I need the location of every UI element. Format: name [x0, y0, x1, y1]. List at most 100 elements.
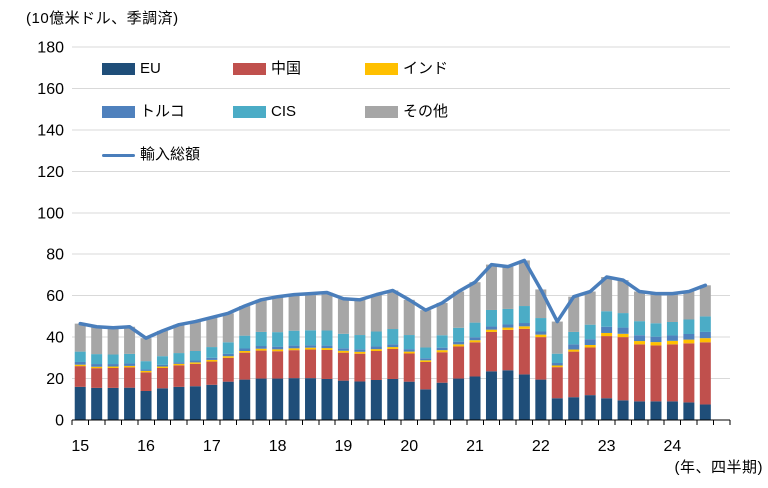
bar-segment-cis	[239, 335, 251, 349]
bar-segment-cis	[420, 347, 432, 359]
legend-label-other: その他	[403, 103, 449, 120]
bar-segment-cis	[666, 321, 678, 336]
bar-segment-china	[699, 342, 711, 405]
y-axis-tick-label: 160	[37, 81, 64, 98]
bar-segment-cis	[634, 321, 646, 336]
total-line-swatch-icon	[102, 153, 135, 157]
bar-segment-other	[584, 291, 596, 325]
bar-segment-india	[140, 370, 152, 373]
bar-segment-other	[436, 302, 448, 336]
bar-segment-china	[584, 347, 596, 396]
bar-segment-eu	[354, 381, 366, 420]
bar-segment-india	[502, 327, 514, 330]
bar-segment-turkey	[485, 326, 497, 330]
bar-segment-cis	[535, 318, 547, 332]
bar-segment-turkey	[124, 363, 136, 366]
bar-segment-other	[387, 290, 399, 330]
x-axis-year-label: 15	[71, 438, 89, 455]
x-axis-year-label: 17	[203, 438, 221, 455]
legend-item-china: 中国	[233, 61, 301, 77]
bar-segment-cis	[124, 353, 136, 364]
bar-segment-cis	[272, 332, 284, 347]
bar-segment-eu	[124, 387, 136, 420]
bar-segment-india	[601, 332, 613, 337]
bar-segment-other	[173, 324, 185, 354]
bar-segment-cis	[469, 322, 481, 338]
bar-segment-india	[321, 348, 333, 350]
bar-segment-china	[502, 329, 514, 371]
bar-segment-eu	[107, 387, 119, 420]
bar-segment-other	[650, 293, 662, 324]
bar-segment-eu	[453, 378, 465, 420]
bar-segment-cis	[337, 333, 349, 349]
bar-segment-cis	[387, 329, 399, 345]
legend-item-other: その他	[365, 104, 448, 120]
bar-segment-turkey	[535, 331, 547, 335]
bar-segment-china	[173, 365, 185, 387]
bar-segment-other	[568, 296, 580, 332]
bar-segment-eu	[156, 388, 168, 420]
bar-segment-china	[189, 363, 201, 387]
bar-segment-china	[288, 350, 300, 379]
bar-segment-other	[535, 289, 547, 319]
bar-segment-turkey	[436, 347, 448, 351]
y-axis-tick-label: 40	[46, 330, 64, 347]
bar-segment-china	[650, 345, 662, 402]
bar-segment-eu	[91, 387, 103, 420]
bar-segment-turkey	[173, 362, 185, 364]
bar-segment-cis	[568, 331, 580, 345]
bar-segment-china	[403, 353, 415, 382]
bar-segment-other	[469, 282, 481, 323]
bar-segment-india	[453, 344, 465, 347]
bar-segment-turkey	[584, 339, 596, 345]
bar-segment-turkey	[683, 334, 695, 340]
bar-segment-eu	[222, 381, 234, 420]
bar-segment-turkey	[518, 323, 530, 327]
legend-item-cis: CIS	[233, 104, 296, 120]
bar-segment-china	[107, 367, 119, 388]
bar-segment-china	[140, 372, 152, 391]
legend-label-india: インド	[403, 60, 449, 77]
bar-segment-cis	[551, 353, 563, 364]
bar-segment-eu	[699, 404, 711, 420]
bar-segment-china	[239, 352, 251, 380]
bar-segment-china	[255, 350, 267, 379]
bar-segment-other	[699, 285, 711, 317]
bar-segment-china	[617, 337, 629, 401]
bar-segment-cis	[617, 313, 629, 328]
bar-segment-turkey	[140, 369, 152, 371]
bar-segment-other	[453, 291, 465, 328]
bar-segment-turkey	[551, 363, 563, 366]
bar-segment-china	[436, 352, 448, 383]
bar-segment-eu	[485, 371, 497, 420]
bar-segment-other	[107, 327, 119, 355]
chart-unit-title: (10億米ドル、季調済)	[26, 10, 179, 27]
bar-segment-turkey	[617, 327, 629, 334]
bar-segment-india	[634, 341, 646, 345]
legend-item-eu: EU	[102, 61, 161, 77]
bar-segment-other	[124, 326, 136, 354]
bar-segment-cis	[403, 335, 415, 350]
x-axis-year-label: 22	[532, 438, 550, 455]
bar-segment-china	[420, 361, 432, 390]
bar-segment-india	[74, 364, 86, 367]
bar-segment-cis	[222, 342, 234, 354]
cis-swatch-icon	[233, 106, 266, 118]
china-swatch-icon	[233, 63, 266, 75]
bar-segment-other	[634, 291, 646, 322]
bar-segment-china	[156, 367, 168, 389]
bar-segment-eu	[518, 374, 530, 420]
x-axis-year-label: 20	[400, 438, 418, 455]
bar-segment-other	[156, 330, 168, 357]
bar-segment-turkey	[321, 345, 333, 349]
bar-segment-other	[502, 266, 514, 309]
bar-segment-other	[403, 299, 415, 336]
bar-segment-eu	[502, 370, 514, 420]
bar-segment-cis	[189, 350, 201, 361]
y-axis-tick-label: 120	[37, 164, 64, 181]
bar-segment-cis	[173, 353, 185, 363]
bar-segment-china	[321, 349, 333, 379]
x-axis-year-label: 24	[664, 438, 682, 455]
legend-item-india: インド	[365, 61, 448, 77]
